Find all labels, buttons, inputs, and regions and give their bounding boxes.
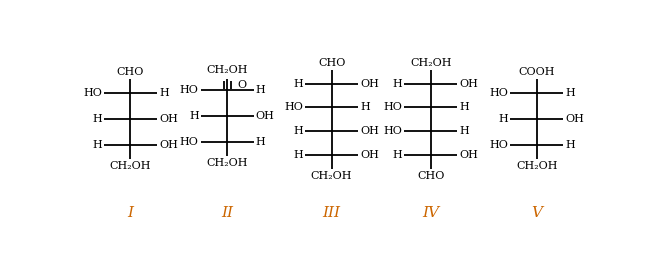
Text: OH: OH <box>159 140 178 150</box>
Text: HO: HO <box>489 88 509 98</box>
Text: CH₂OH: CH₂OH <box>311 171 352 181</box>
Text: H: H <box>92 114 102 124</box>
Text: H: H <box>159 88 169 98</box>
Text: H: H <box>459 102 469 113</box>
Text: H: H <box>360 102 370 113</box>
Text: H: H <box>294 79 303 89</box>
Text: COOH: COOH <box>518 67 555 77</box>
Text: O: O <box>237 80 246 90</box>
Text: III: III <box>323 206 340 220</box>
Text: HO: HO <box>384 102 402 113</box>
Text: CH₂OH: CH₂OH <box>206 65 248 75</box>
Text: HO: HO <box>284 102 303 113</box>
Text: H: H <box>294 150 303 160</box>
Text: HO: HO <box>384 126 402 136</box>
Text: H: H <box>565 88 575 98</box>
Text: OH: OH <box>360 79 379 89</box>
Text: H: H <box>565 140 575 150</box>
Text: OH: OH <box>256 111 275 121</box>
Text: H: H <box>256 137 265 147</box>
Text: I: I <box>127 206 133 220</box>
Text: HO: HO <box>83 88 102 98</box>
Text: H: H <box>393 150 402 160</box>
Text: OH: OH <box>459 150 478 160</box>
Text: II: II <box>221 206 233 220</box>
Text: CH₂OH: CH₂OH <box>516 161 558 171</box>
Text: IV: IV <box>422 206 440 220</box>
Text: H: H <box>393 79 402 89</box>
Text: H: H <box>256 85 265 95</box>
Text: HO: HO <box>180 85 198 95</box>
Text: H: H <box>294 126 303 136</box>
Text: OH: OH <box>360 126 379 136</box>
Text: HO: HO <box>180 137 198 147</box>
Text: H: H <box>459 126 469 136</box>
Text: H: H <box>189 111 198 121</box>
Text: CH₂OH: CH₂OH <box>110 161 151 171</box>
Text: HO: HO <box>489 140 509 150</box>
Text: OH: OH <box>565 114 584 124</box>
Text: H: H <box>499 114 509 124</box>
Text: CH₂OH: CH₂OH <box>206 158 248 168</box>
Text: CH₂OH: CH₂OH <box>410 58 451 68</box>
Text: OH: OH <box>159 114 178 124</box>
Text: CHO: CHO <box>318 58 346 68</box>
Text: CHO: CHO <box>117 67 144 77</box>
Text: OH: OH <box>360 150 379 160</box>
Text: CHO: CHO <box>417 171 445 181</box>
Text: V: V <box>532 206 542 220</box>
Text: H: H <box>92 140 102 150</box>
Text: OH: OH <box>459 79 478 89</box>
